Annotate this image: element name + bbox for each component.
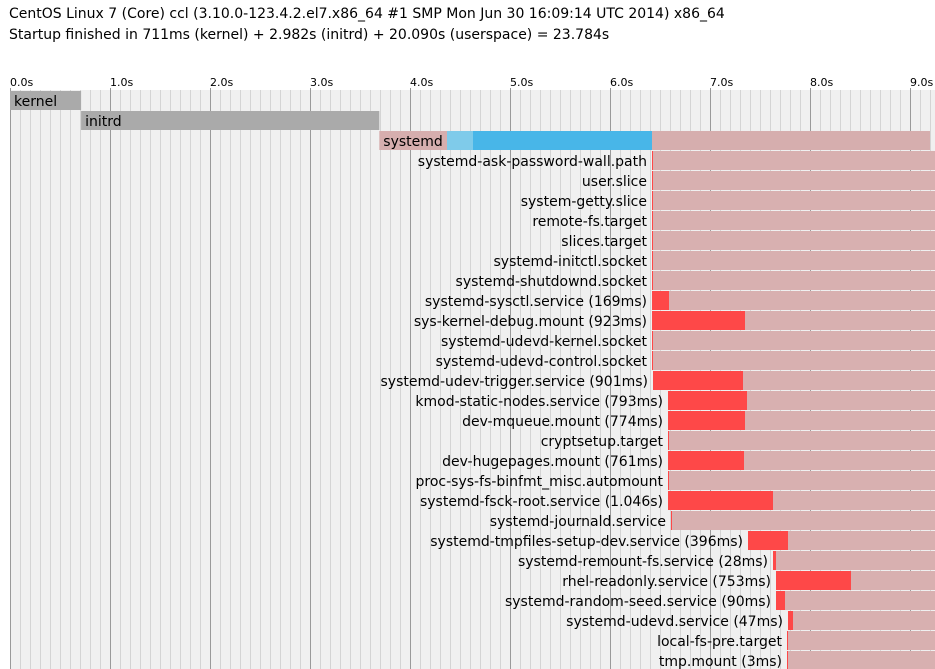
unit-label: local-fs-pre.target xyxy=(657,634,782,650)
system-info-line: CentOS Linux 7 (Core) ccl (3.10.0-123.4.… xyxy=(9,6,725,22)
unit-active-bar xyxy=(776,591,935,610)
initrd-label: initrd xyxy=(85,114,122,130)
tick-label: 5.0s xyxy=(510,76,533,89)
unit-start-marker xyxy=(652,271,653,290)
unit-label: systemd-udev-trigger.service (901ms) xyxy=(380,374,648,390)
unit-label: dev-mqueue.mount (774ms) xyxy=(462,414,663,430)
unit-label: rhel-readonly.service (753ms) xyxy=(562,574,771,590)
unit-active-bar xyxy=(773,551,935,570)
tick-label: 7.0s xyxy=(710,76,733,89)
initrd-bar xyxy=(81,111,380,130)
unit-start-marker xyxy=(652,251,653,270)
unit-activating-bar xyxy=(668,491,773,510)
unit-activating-bar xyxy=(748,531,788,550)
unit-active-bar xyxy=(652,251,935,270)
unit-label: systemd-remount-fs.service (28ms) xyxy=(518,554,768,570)
unit-active-bar xyxy=(788,611,935,630)
unit-activating-bar xyxy=(652,291,669,310)
unit-start-marker xyxy=(652,231,653,250)
tick-label: 9.0s xyxy=(910,76,933,89)
unit-label: tmp.mount (3ms) xyxy=(659,654,782,669)
unit-active-bar xyxy=(652,231,935,250)
unit-label: systemd-journald.service xyxy=(490,514,666,530)
unit-label: slices.target xyxy=(561,234,647,250)
unit-activating-bar xyxy=(668,451,744,470)
unit-label: systemd-initctl.socket xyxy=(494,254,648,270)
unit-active-bar xyxy=(652,331,935,350)
unit-activating-bar xyxy=(773,551,776,570)
unit-label: systemd-udevd-kernel.socket xyxy=(441,334,647,350)
unit-active-bar xyxy=(652,271,935,290)
unit-active-bar xyxy=(668,431,935,450)
unit-active-bar xyxy=(671,511,935,530)
unit-activating-bar xyxy=(788,611,793,630)
unit-activating-bar xyxy=(776,591,785,610)
unit-label: sys-kernel-debug.mount (923ms) xyxy=(414,314,647,330)
unit-label: systemd-random-seed.service (90ms) xyxy=(505,594,771,610)
unit-start-marker xyxy=(668,431,669,450)
tick-label: 1.0s xyxy=(110,76,133,89)
unit-label: kmod-static-nodes.service (793ms) xyxy=(415,394,663,410)
unit-start-marker xyxy=(652,191,653,210)
tick-label: 4.0s xyxy=(410,76,433,89)
systemd-setup-bar xyxy=(447,131,473,150)
unit-label: systemd-tmpfiles-setup-dev.service (396m… xyxy=(430,534,743,550)
unit-active-bar xyxy=(652,191,935,210)
unit-label: systemd-udevd.service (47ms) xyxy=(566,614,783,630)
unit-active-bar xyxy=(787,631,935,650)
unit-label: proc-sys-fs-binfmt_misc.automount xyxy=(416,474,664,490)
unit-label: systemd-udevd-control.socket xyxy=(436,354,648,370)
unit-start-marker xyxy=(787,631,788,650)
unit-label: systemd-ask-password-wall.path xyxy=(418,154,647,170)
unit-activating-bar xyxy=(653,371,743,390)
tick-label: 0.0s xyxy=(10,76,33,89)
unit-label: user.slice xyxy=(582,174,647,190)
unit-label: systemd-fsck-root.service (1.046s) xyxy=(420,494,663,510)
unit-activating-bar xyxy=(652,311,745,330)
kernel-bar xyxy=(10,91,82,110)
unit-start-marker xyxy=(652,211,653,230)
systemd-label: systemd xyxy=(383,134,443,150)
unit-label: systemd-sysctl.service (169ms) xyxy=(425,294,647,310)
unit-start-marker xyxy=(652,331,653,350)
tick-label: 8.0s xyxy=(810,76,833,89)
unit-activating-bar xyxy=(668,391,747,410)
unit-active-bar xyxy=(652,211,935,230)
tick-label: 2.0s xyxy=(210,76,233,89)
unit-label: cryptsetup.target xyxy=(541,434,664,450)
unit-activating-bar xyxy=(776,571,851,590)
unit-activating-bar xyxy=(668,411,745,430)
unit-start-marker xyxy=(652,151,653,170)
unit-start-marker xyxy=(671,511,672,530)
unit-start-marker xyxy=(652,351,653,370)
unit-active-bar xyxy=(748,531,935,550)
unit-active-bar xyxy=(652,171,935,190)
tick-label: 6.0s xyxy=(610,76,633,89)
startup-summary-line: Startup finished in 711ms (kernel) + 2.9… xyxy=(9,27,610,43)
unit-active-bar xyxy=(787,651,935,669)
unit-active-bar xyxy=(652,291,935,310)
systemd-generators-bar xyxy=(473,131,652,150)
kernel-label: kernel xyxy=(14,94,57,110)
unit-label: dev-hugepages.mount (761ms) xyxy=(442,454,663,470)
unit-active-bar xyxy=(668,471,935,490)
tick-label: 3.0s xyxy=(310,76,333,89)
unit-active-bar xyxy=(652,151,935,170)
unit-start-marker xyxy=(652,171,653,190)
unit-label: systemd-shutdownd.socket xyxy=(456,274,648,290)
unit-label: remote-fs.target xyxy=(532,214,647,230)
unit-start-marker xyxy=(787,651,788,669)
unit-label: system-getty.slice xyxy=(521,194,647,210)
unit-active-bar xyxy=(652,351,935,370)
unit-start-marker xyxy=(668,471,669,490)
